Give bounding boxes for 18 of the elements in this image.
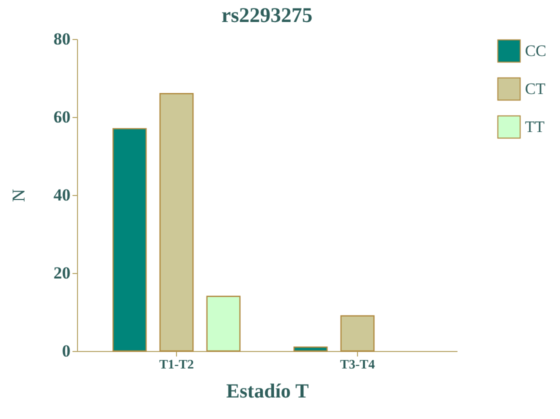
y-tick-label: 20	[54, 264, 70, 282]
x-tick-label: T1-T2	[159, 356, 194, 372]
x-axis-title: Estadío T	[226, 380, 310, 402]
y-tick-label: 60	[54, 108, 70, 126]
y-tick-label: 80	[54, 30, 70, 48]
bar	[112, 128, 147, 352]
legend-label: CC	[525, 43, 546, 60]
chart-title: rs2293275	[222, 3, 312, 27]
y-tick-label: 0	[62, 342, 70, 360]
bar	[206, 296, 241, 352]
legend-label: CT	[525, 81, 546, 98]
y-tick-label: 40	[54, 186, 70, 204]
y-axis-title: N	[8, 189, 28, 202]
bar	[159, 93, 194, 352]
bar	[293, 346, 328, 352]
x-tick-label: T3-T4	[340, 356, 376, 372]
bar	[340, 315, 375, 352]
legend-label: TT	[525, 119, 545, 136]
